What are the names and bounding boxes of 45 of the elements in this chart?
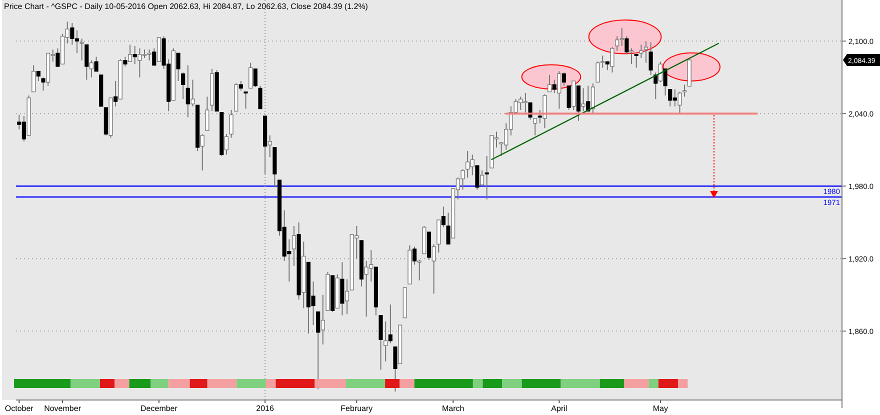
candlestick (581, 88, 586, 112)
candlestick (89, 60, 94, 78)
candlestick (678, 91, 682, 114)
x-tick-label: November (44, 404, 82, 413)
candlestick (548, 74, 552, 92)
candlestick (432, 244, 436, 294)
candlestick (229, 109, 234, 138)
chart-title: Price Chart - ^GSPC - Daily 10-05-2016 Open 2062.63, Hi 2084.87, Lo 2062.63, Close 2084.39 (1.2%) (4, 2, 368, 11)
candlestick (32, 64, 36, 92)
candlestick (248, 62, 253, 89)
candlestick (384, 320, 388, 362)
x-tick-label: October (4, 404, 34, 413)
candlestick (480, 170, 484, 187)
candlestick (644, 40, 648, 64)
candlestick (629, 48, 634, 65)
x-tick-label: February (340, 404, 373, 413)
candlestick (542, 94, 547, 129)
candlestick (200, 134, 204, 171)
candlestick (484, 155, 489, 200)
candlestick (557, 70, 562, 110)
candlestick (190, 79, 195, 107)
candlestick (128, 44, 132, 62)
x-tick-label: March (442, 404, 464, 413)
candlestick (634, 54, 638, 68)
candlestick (292, 225, 296, 266)
candlestick (80, 38, 84, 61)
candlestick (590, 82, 595, 114)
candlestick (244, 91, 248, 110)
candlestick (181, 72, 186, 100)
x-tick-label: 2016 (256, 404, 275, 413)
candlestick (224, 134, 229, 156)
candlestick (320, 294, 325, 345)
candlestick (344, 278, 350, 315)
candlestick (639, 44, 644, 59)
candlestick (205, 96, 210, 132)
candlestick (648, 42, 653, 76)
candlestick (658, 61, 662, 83)
candlestick (417, 259, 422, 281)
x-tick-label: December (140, 404, 178, 413)
candlestick (533, 118, 538, 136)
candlestick (258, 85, 262, 110)
x-tick-label: May (652, 404, 668, 413)
x-tick-label: April (551, 404, 568, 413)
candlestick (610, 46, 614, 74)
candlestick (268, 134, 272, 158)
